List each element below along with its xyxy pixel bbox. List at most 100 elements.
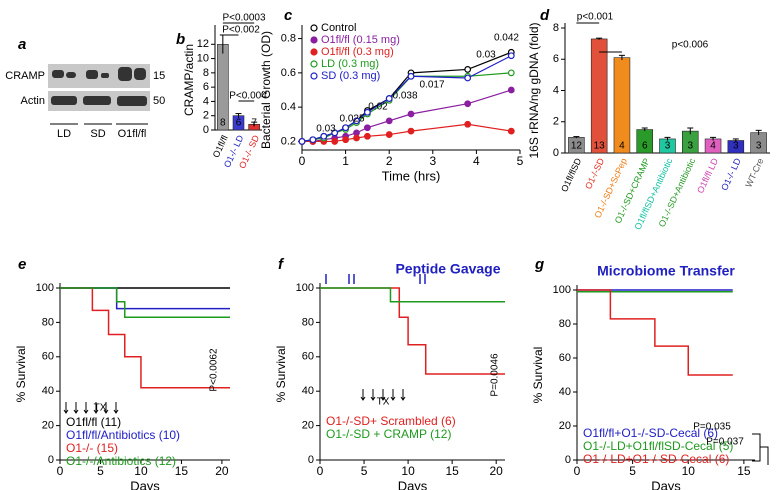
- n-label: 13: [594, 141, 606, 152]
- survival-curve: [60, 287, 230, 318]
- x-tick-label: O1-/-SD: [583, 156, 606, 191]
- n-label: 7: [251, 118, 257, 129]
- y-axis-label: % Survival: [531, 347, 545, 404]
- annotation: 0.042: [494, 33, 519, 44]
- point: [407, 72, 415, 80]
- legend-marker: [310, 36, 318, 44]
- x-tick-label: 20: [490, 464, 504, 478]
- point: [342, 136, 350, 144]
- annotation: 0.03: [316, 124, 336, 135]
- y-tick-label: 20: [42, 420, 54, 432]
- point: [507, 86, 515, 94]
- y-tick-label: 4: [203, 95, 209, 107]
- x-axis-label: Days: [651, 478, 681, 490]
- point: [331, 129, 339, 137]
- point: [385, 117, 393, 125]
- y-tick-label: 10: [197, 52, 209, 64]
- point: [507, 69, 515, 77]
- legend-label: O1-/- (15): [66, 441, 118, 455]
- point: [464, 66, 472, 73]
- y-tick-label: 0: [565, 454, 571, 466]
- y-tick-label: 0.8: [281, 32, 296, 44]
- y-tick-label: 8: [553, 22, 559, 34]
- y-axis-label: % Survival: [14, 346, 28, 403]
- x-axis-label: Days: [398, 478, 428, 490]
- legend-marker: [310, 24, 318, 32]
- bracket: [752, 433, 769, 465]
- legend-label: O1fl/fl+O1-/-SD-Cecal (6): [583, 426, 718, 440]
- point: [507, 52, 515, 60]
- chart-title: Peptide Gavage: [395, 261, 500, 277]
- y-tick-label: 40: [559, 386, 571, 398]
- legend-label: O1-/-SD+ Scrambled (6): [326, 414, 456, 428]
- panel-letter: c: [284, 7, 293, 24]
- y-tick-label: 20: [302, 420, 314, 432]
- tx-arrow: [380, 389, 386, 401]
- point: [385, 95, 393, 102]
- legend-label: O1-/-SD + CRAMP (12): [326, 427, 451, 441]
- blot-label: Actin: [21, 95, 45, 107]
- mw-marker: 15: [153, 70, 165, 82]
- annotation: P=0.035: [693, 422, 731, 433]
- x-tick-label: 5: [361, 464, 368, 478]
- annotation: TX: [377, 397, 390, 408]
- n-label: 3: [733, 141, 739, 152]
- blot-cramp: [48, 64, 150, 88]
- annotation: 0.03: [476, 50, 496, 61]
- point: [353, 117, 360, 125]
- y-tick-label: 100: [36, 282, 54, 294]
- n-label: 6: [642, 141, 648, 152]
- y-tick-label: 60: [302, 351, 314, 363]
- panel-letter: b: [176, 31, 185, 48]
- point: [364, 108, 371, 116]
- y-tick-label: 40: [302, 385, 314, 397]
- panel-letter: f: [278, 256, 285, 273]
- legend-marker: [310, 48, 318, 56]
- x-tick-label: 0: [317, 464, 324, 478]
- point: [407, 110, 415, 118]
- x-tick-label: 15: [445, 464, 459, 478]
- point: [364, 124, 371, 132]
- legend-label: O1-/-LD+O1-/-SD-Cecal (6): [583, 452, 729, 466]
- legend-label: O1fl/fl/Antibiotics (10): [66, 428, 180, 442]
- x-tick-label: 10: [401, 464, 415, 478]
- y-tick-label: 2: [553, 116, 559, 128]
- y-tick-label: 0.2: [281, 135, 296, 147]
- x-tick-label: 15: [737, 464, 751, 478]
- y-tick-label: 0: [553, 147, 559, 159]
- point: [464, 100, 472, 108]
- legend-marker: [310, 72, 318, 80]
- annotation: 0.038: [392, 91, 417, 102]
- annotation: P<0.002: [222, 25, 260, 36]
- annotation: 0.025: [339, 114, 364, 125]
- x-tick-label: 5: [517, 154, 524, 168]
- annotation: P<0.004: [229, 91, 267, 102]
- lane-label: O1fl/fl: [118, 128, 147, 140]
- blot-bands: [51, 67, 147, 106]
- annotation: 0.017: [419, 80, 444, 91]
- legend-label: O1fl/fl (11): [66, 415, 121, 429]
- legend-label: Control: [321, 22, 356, 34]
- survival-curve: [320, 287, 505, 375]
- n-label: 4: [710, 141, 716, 152]
- point: [309, 136, 317, 144]
- y-tick-label: 0.4: [281, 101, 296, 113]
- mw-marker: 50: [153, 95, 165, 107]
- x-tick-label: WT-Cre: [743, 157, 765, 189]
- y-tick-label: 100: [296, 282, 314, 294]
- x-tick-label: 0: [299, 154, 306, 168]
- y-tick-label: 0: [203, 124, 209, 136]
- x-tick-label: 4: [473, 154, 480, 168]
- n-label: 3: [687, 141, 693, 152]
- legend-label: O1fl/fl (0.3 mg): [321, 46, 394, 58]
- tx-arrow: [370, 389, 376, 401]
- point: [464, 74, 472, 82]
- point: [464, 120, 472, 128]
- chart-title: Microbiome Transfer: [597, 263, 735, 279]
- y-tick-label: 0.6: [281, 67, 296, 79]
- panel-letter: g: [534, 256, 544, 273]
- y-tick-label: 0: [308, 454, 314, 466]
- y-tick-label: 40: [42, 385, 54, 397]
- x-tick-label: O1-/- LD: [719, 156, 743, 192]
